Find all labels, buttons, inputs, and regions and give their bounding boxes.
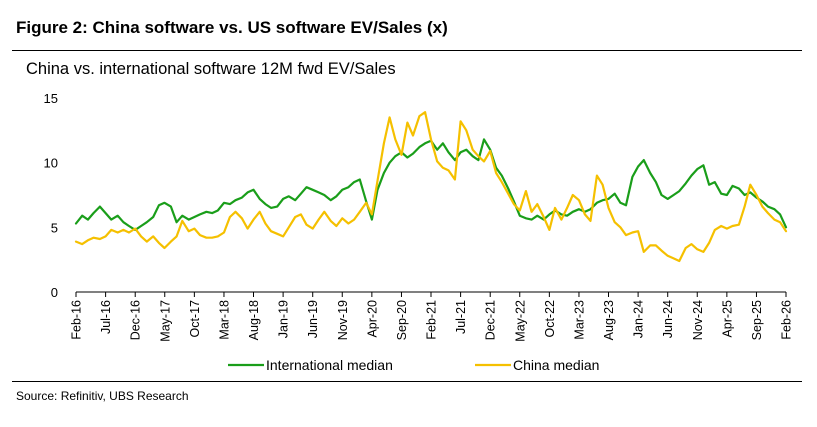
x-tick-label: Aug-18 (247, 300, 261, 340)
x-tick-label: Dec-16 (129, 300, 143, 340)
x-tick-label: Jul-21 (454, 300, 468, 334)
x-tick-label: Oct-22 (543, 300, 557, 338)
legend: International median China median (228, 357, 599, 373)
x-tick-label: Nov-24 (691, 300, 705, 340)
y-tick-label: 15 (44, 91, 58, 106)
x-tick-label: Feb-21 (425, 300, 439, 340)
y-tick-label: 10 (44, 156, 58, 171)
x-tick-label: Sep-20 (395, 300, 409, 340)
legend-label: International median (266, 357, 393, 373)
x-tick-label: May-22 (513, 300, 527, 342)
series-line-0 (74, 138, 788, 231)
x-tick-label: Feb-26 (780, 300, 794, 340)
x-tick-label: Jul-16 (99, 300, 113, 334)
x-tick-label: Mar-23 (572, 300, 586, 340)
y-axis: 0 5 10 15 (44, 91, 58, 300)
chart-title: China vs. international software 12M fwd… (26, 60, 396, 78)
source-note: Source: Refinitiv, UBS Research (16, 389, 189, 403)
x-tick-label: May-17 (158, 300, 172, 342)
x-tick-label: Jan-24 (632, 300, 646, 338)
chart: 0 5 10 15 Feb-16 Jul-16 Dec-16 May-17 Oct-17 Mar… (44, 91, 794, 373)
y-tick-label: 0 (51, 285, 58, 300)
x-tick-label: Apr-20 (365, 300, 379, 338)
source-rule (12, 381, 802, 382)
x-tick-label: Mar-18 (217, 300, 231, 340)
x-tick-label: Jan-19 (277, 300, 291, 338)
x-tick-label: Apr-25 (720, 300, 734, 338)
legend-label: China median (513, 357, 599, 373)
figure-title: Figure 2: China software vs. US software… (16, 18, 448, 37)
title-rule (12, 50, 802, 51)
y-tick-label: 5 (51, 220, 58, 235)
x-tick-label: Sep-25 (750, 300, 764, 340)
x-tick-label: Oct-17 (188, 300, 202, 338)
x-tick-label: Nov-19 (336, 300, 350, 340)
x-tick-label: Jun-24 (661, 300, 675, 338)
series-layer (74, 111, 788, 263)
x-tick-label: Aug-23 (602, 300, 616, 340)
x-tick-label: Feb-16 (70, 300, 84, 340)
series-line-1 (74, 111, 788, 263)
x-tick-label: Dec-21 (484, 300, 498, 340)
x-axis: Feb-16 Jul-16 Dec-16 May-17 Oct-17 Mar-18 Aug-… (70, 291, 794, 342)
x-tick-label: Jun-19 (306, 300, 320, 338)
